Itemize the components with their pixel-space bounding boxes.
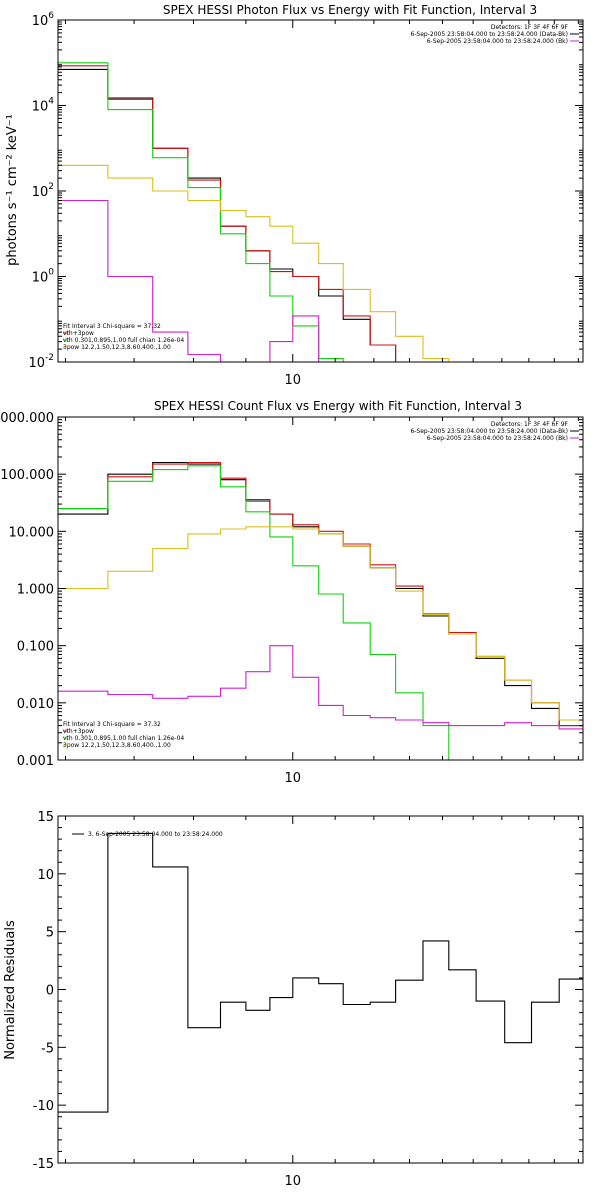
- series-3-line: [58, 164, 450, 362]
- y-tick-label: 5: [46, 926, 54, 941]
- fit-legend-entry: Fit Interval 3 Chi-square = 37.32: [63, 721, 161, 728]
- x-tick-label: 10: [284, 771, 301, 786]
- legend-entry: 6-Sep-2005 23:58:04.000 to 23:58:24.000 …: [427, 435, 568, 442]
- fit-legend-entry: vth+3pow: [63, 330, 94, 337]
- y-tick-label: 1.000: [17, 583, 54, 598]
- y-tick-label: 15: [37, 810, 54, 825]
- fit-legend-entry: 3pow 12.2,1.50,12.3,8.60,400.,1.00: [63, 742, 171, 749]
- photon-flux-panel: SPEX HESSI Photon Flux vs Energy with Fi…: [5, 3, 584, 388]
- y-tick-label: 0: [46, 984, 54, 999]
- series-4-line: [58, 199, 344, 362]
- legend-entry: 3. 6-Sep-2005 23:58:04.000 to 23:58:24.0…: [88, 831, 223, 838]
- fit-legend-entry: Fit Interval 3 Chi-square = 37.32: [63, 323, 161, 330]
- plot-frame: [57, 19, 584, 363]
- y-tick-label: -10: [33, 1099, 54, 1114]
- count-flux-panel: SPEX HESSI Count Flux vs Energy with Fit…: [0, 399, 584, 786]
- y-tick-label: 100: [32, 268, 55, 286]
- x-tick-label: 10: [284, 1174, 301, 1189]
- y-tick-label: 102: [32, 182, 54, 200]
- fit-legend-entry: vth+3pow: [63, 728, 94, 735]
- fit-legend-entry: vth 0.301,0.895,1.00 full chian 1.26e-04: [63, 337, 184, 344]
- legend-entry: Detectors: 1F 3F 4F 6F 9F: [491, 24, 569, 31]
- series-0-line: [58, 68, 397, 362]
- y-tick-label: 0.100: [17, 640, 54, 655]
- y-tick-label: -5: [41, 1041, 54, 1056]
- y-tick-label: 106: [32, 11, 55, 29]
- series-3-line: [58, 526, 583, 721]
- y-tick-label: 104: [32, 97, 55, 115]
- plot-frame: [57, 416, 584, 761]
- series-4-line: [58, 645, 583, 730]
- legend-entry: 6-Sep-2005 23:58:04.000 to 23:58:24.000 …: [427, 38, 568, 45]
- y-tick-label: -15: [33, 1157, 54, 1172]
- plot-frame: [57, 815, 584, 1164]
- y-tick-label: 10: [37, 868, 54, 883]
- series-0-line: [58, 832, 583, 1113]
- legend-entry: 6-Sep-2005 23:58:04.000 to 23:58:24.000 …: [410, 31, 568, 38]
- photon-flux-title: SPEX HESSI Photon Flux vs Energy with Fi…: [163, 3, 537, 17]
- residuals-ylabel: Normalized Residuals: [3, 920, 18, 1060]
- series-2-line: [58, 465, 477, 760]
- fit-legend-entry: 3pow 12.2,1.50,12.3,8.60,400.,1.00: [63, 344, 171, 351]
- x-tick-label: 10: [284, 373, 301, 388]
- residuals-panel: Normalized Residuals -15 -10 -5 0 5 10 15 10 3. …: [3, 810, 584, 1189]
- y-tick-label: 10.000: [9, 525, 55, 540]
- legend-entry: 6-Sep-2005 23:58:04.000 to 23:58:24.000 …: [410, 428, 568, 435]
- y-tick-label: 0.010: [17, 697, 54, 712]
- y-tick-label: 100.000: [0, 468, 54, 483]
- y-tick-label: 1000.000: [0, 411, 54, 426]
- y-tick-label: 0.001: [17, 754, 54, 769]
- legend-entry: Detectors: 1F 3F 4F 6F 9F: [491, 421, 569, 428]
- y-tick-label: 10-2: [28, 353, 54, 371]
- series-2-line: [58, 62, 344, 362]
- fit-legend-entry: vth 0.301,0.895,1.00 full chian 1.26e-04: [63, 735, 184, 742]
- photon-flux-ylabel: photons s⁻¹ cm⁻² keV⁻¹: [5, 114, 20, 266]
- count-flux-title: SPEX HESSI Count Flux vs Energy with Fit…: [154, 399, 522, 413]
